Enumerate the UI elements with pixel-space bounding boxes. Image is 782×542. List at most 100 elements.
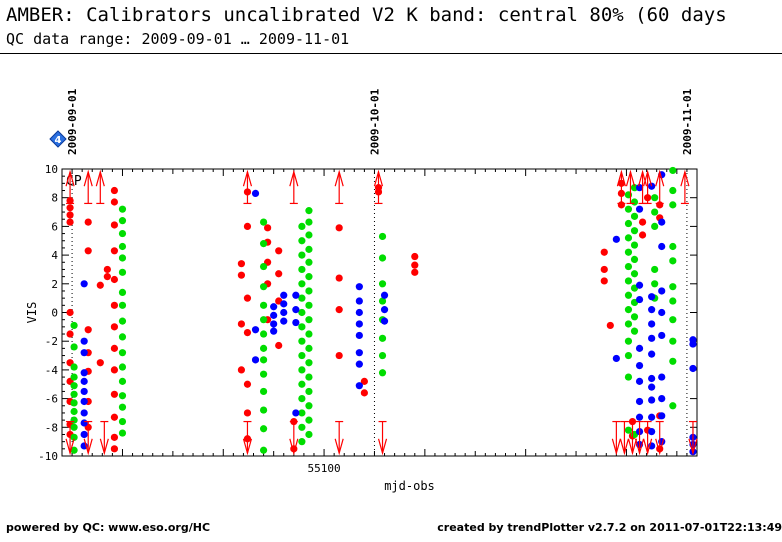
data-point-green [118,229,127,238]
data-point-green [630,212,639,220]
data-point-blue [658,287,666,295]
outlier-down-arrowhead [627,438,638,456]
data-point-blue [635,344,644,352]
outlier-up-arrowhead [83,169,93,187]
data-point-green [70,373,78,381]
data-point-blue [635,397,644,406]
data-point-red [66,204,74,212]
data-point-green [669,316,677,324]
data-point-green [118,288,127,297]
data-point-green [651,265,659,274]
data-point-red [360,389,368,397]
outlier-down-arrowhead [65,438,75,456]
footer-generator: created by trendPlotter v2.7.2 on 2011-0… [437,521,782,534]
data-point-green [259,356,268,364]
data-point-green [118,363,127,371]
plot-frame [61,168,698,457]
outlier-up-arrowhead [289,169,299,187]
data-point-blue [658,395,666,403]
data-point-blue [380,306,389,314]
data-point-blue [355,283,363,291]
data-point-green [70,416,78,424]
data-point-blue [280,300,288,308]
data-point-green [651,194,659,202]
data-point-green [305,231,313,239]
data-point-red [275,247,283,255]
data-point-green [118,268,127,276]
diamond-4-icon[interactable] [49,130,67,148]
data-point-blue [658,331,666,340]
data-point-green [378,232,387,241]
data-point-green [259,406,268,414]
y-tick-label: 0 [51,307,58,320]
data-point-red [360,377,368,385]
data-point-green [305,301,313,309]
data-point-green [624,426,633,434]
data-point-green [298,409,306,417]
data-point-green [630,198,639,206]
y-tick-label: 4 [51,249,58,262]
data-point-red [110,247,119,255]
outlier-down-arrowhead [334,438,344,456]
data-point-red [600,265,608,274]
data-point-red [66,218,74,226]
data-point-blue [292,318,300,327]
data-point-green [669,337,677,345]
data-point-green [259,218,268,226]
data-point-blue [635,361,644,370]
data-point-red [243,294,252,302]
data-point-red [264,224,272,232]
data-point-green [70,382,78,390]
data-point-green [259,344,268,352]
data-point-green [305,402,313,410]
data-point-green [305,330,313,338]
y-tick-label: -6 [45,393,58,406]
data-point-green [298,395,306,403]
data-point-blue [648,293,656,301]
data-point-blue [270,327,278,335]
data-point-green [624,373,633,381]
data-point-red [110,198,119,206]
data-point-blue [612,354,620,363]
data-point-red [66,211,74,219]
data-point-red [243,380,252,388]
data-point-green [630,255,639,264]
data-point-green [298,237,306,245]
data-point-green [624,277,633,285]
data-point-green [305,287,313,295]
data-point-green [630,241,639,249]
y-tick-label: 2 [51,278,58,291]
data-point-green [669,257,677,265]
data-point-green [298,265,306,274]
data-point-blue [635,295,644,304]
data-point-red [110,433,119,441]
data-point-red [335,306,343,314]
data-point-green [305,387,313,396]
data-point-green [118,205,127,213]
data-point-green [298,366,306,374]
data-point-green [624,291,633,299]
data-point-green [259,283,268,291]
nav-button[interactable]: 4 [49,130,67,148]
data-point-red [411,261,419,269]
data-point-red [103,273,111,281]
data-point-blue [270,303,278,311]
date-marker-label: 2009-11-01 [681,88,694,155]
data-point-blue [80,369,88,377]
data-point-red [84,247,92,255]
data-point-green [624,248,633,256]
data-point-green [298,308,306,317]
data-point-red [243,222,252,230]
outlier-down-arrowhead [242,438,253,456]
data-point-green [118,377,127,385]
data-point-blue [80,397,88,406]
data-point-green [259,330,268,338]
data-point-green [651,208,659,216]
data-point-green [669,402,677,410]
data-point-red [275,341,283,350]
data-point-green [305,218,313,226]
data-point-green [624,219,633,228]
data-point-red [638,218,647,226]
data-point-green [298,380,306,388]
